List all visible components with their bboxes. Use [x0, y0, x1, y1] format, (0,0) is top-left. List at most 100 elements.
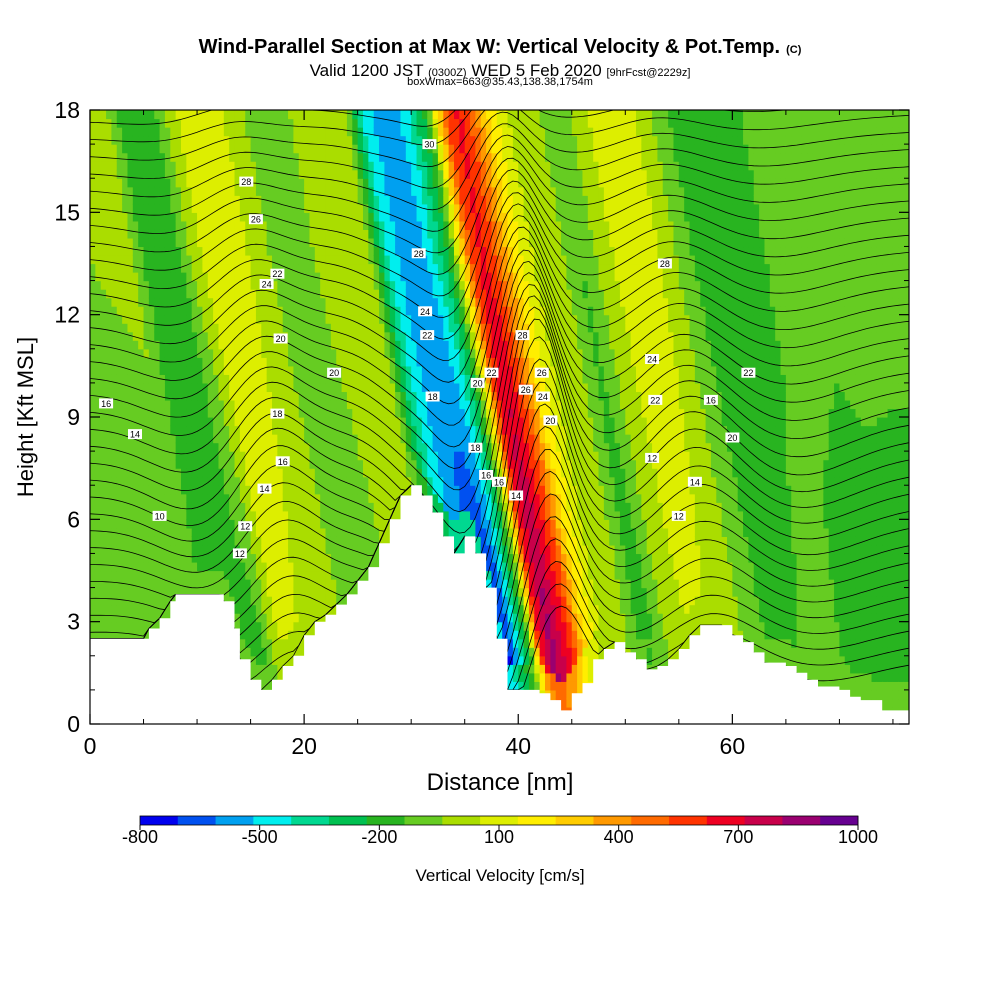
w-cell — [261, 306, 268, 316]
w-cell — [309, 348, 316, 358]
w-cell — [239, 314, 246, 324]
w-cell — [411, 161, 418, 171]
w-cell — [127, 468, 134, 478]
w-cell — [336, 357, 343, 367]
w-cell — [298, 425, 305, 435]
w-cell — [255, 621, 262, 631]
w-cell — [454, 544, 460, 555]
w-cell — [379, 331, 386, 341]
w-cell — [90, 178, 96, 188]
w-cell — [234, 306, 241, 316]
w-cell — [164, 161, 171, 171]
w-cell — [277, 476, 284, 486]
w-cell — [106, 621, 113, 631]
w-cell — [197, 459, 204, 469]
w-cell — [239, 331, 246, 341]
w-cell — [282, 118, 289, 128]
w-cell — [357, 442, 364, 452]
w-cell — [336, 527, 343, 537]
w-cell — [255, 561, 262, 572]
w-cell — [175, 135, 182, 145]
w-cell — [213, 468, 220, 478]
w-cell — [389, 331, 396, 341]
w-cell — [454, 212, 460, 222]
w-cell — [202, 127, 209, 137]
w-cell — [389, 289, 396, 299]
w-cell — [186, 110, 193, 120]
w-cell — [325, 476, 332, 486]
w-cell — [239, 408, 246, 418]
w-cell — [341, 306, 348, 316]
w-cell — [255, 613, 262, 623]
w-cell — [389, 263, 396, 273]
w-cell — [373, 527, 380, 537]
w-cell — [202, 340, 209, 350]
w-cell — [197, 399, 204, 410]
w-cell — [218, 536, 225, 546]
w-cell — [186, 502, 193, 512]
w-cell — [239, 357, 246, 367]
w-cell — [255, 272, 262, 282]
w-cell — [143, 382, 150, 393]
w-cell — [245, 638, 252, 648]
w-cell — [197, 476, 204, 486]
w-cell — [368, 553, 375, 563]
w-cell — [261, 382, 268, 393]
w-cell — [132, 289, 139, 299]
w-cell — [255, 348, 262, 358]
w-cell — [282, 527, 289, 537]
w-cell — [127, 519, 134, 529]
w-cell — [181, 544, 187, 555]
w-cell — [304, 536, 311, 546]
w-cell — [255, 374, 262, 384]
w-cell — [293, 613, 300, 623]
w-cell — [421, 408, 428, 418]
w-cell — [266, 135, 273, 145]
w-cell — [111, 254, 118, 265]
w-cell — [154, 340, 161, 350]
w-cell — [234, 280, 241, 290]
w-cell — [239, 212, 246, 222]
w-cell — [245, 587, 252, 597]
w-cell — [255, 519, 262, 529]
w-cell — [213, 485, 220, 495]
w-cell — [154, 195, 161, 205]
w-cell — [437, 442, 444, 452]
w-cell — [245, 434, 252, 444]
w-cell — [148, 442, 155, 452]
w-cell — [282, 468, 289, 478]
w-cell — [191, 161, 198, 171]
w-cell — [234, 229, 241, 239]
w-cell — [443, 323, 450, 333]
w-cell — [357, 289, 364, 299]
w-cell — [437, 144, 444, 154]
w-cell — [288, 553, 295, 563]
w-cell — [213, 425, 220, 435]
w-cell — [229, 425, 236, 435]
w-cell — [288, 348, 295, 358]
w-cell — [309, 161, 316, 171]
w-cell — [357, 536, 364, 546]
w-cell — [437, 186, 444, 196]
w-cell — [95, 254, 102, 265]
w-cell — [234, 459, 241, 469]
w-cell — [261, 621, 268, 631]
w-cell — [106, 203, 113, 213]
w-cell — [164, 195, 171, 205]
w-cell — [293, 306, 300, 316]
w-cell — [277, 229, 284, 239]
w-cell — [421, 459, 428, 469]
w-cell — [411, 195, 418, 205]
w-cell — [352, 544, 359, 555]
w-cell — [100, 587, 107, 597]
w-cell — [132, 272, 139, 282]
w-cell — [229, 536, 236, 546]
w-cell — [395, 237, 402, 248]
w-cell — [443, 314, 450, 324]
w-cell — [336, 476, 343, 486]
w-cell — [357, 485, 364, 495]
w-cell — [266, 391, 273, 401]
w-cell — [164, 527, 171, 537]
w-cell — [357, 135, 364, 145]
w-cell — [90, 502, 96, 512]
